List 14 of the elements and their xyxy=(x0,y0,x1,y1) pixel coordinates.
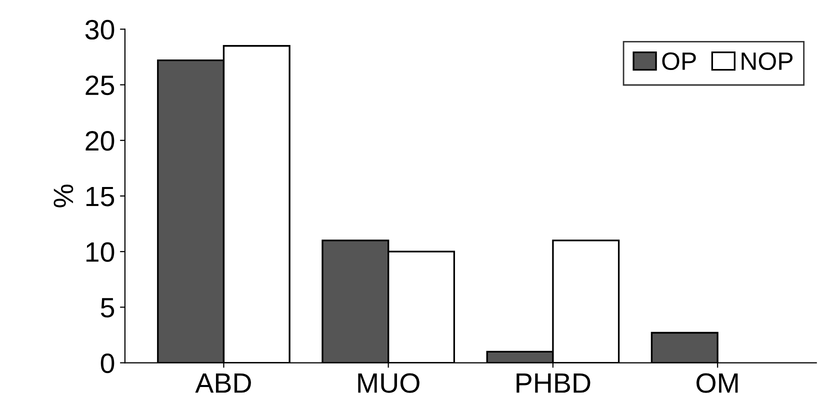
y-axis-title: % xyxy=(54,184,74,208)
legend-label: NOP xyxy=(742,52,793,70)
y-tick-label: 15 xyxy=(86,186,114,206)
x-tick-label: MUO xyxy=(358,373,420,393)
y-tick-label: 30 xyxy=(85,20,114,40)
y-tick-label: 20 xyxy=(86,131,114,151)
y-tick-label: 5 xyxy=(100,298,114,318)
y-tick-label: 0 xyxy=(100,353,114,374)
x-tick-label: OM xyxy=(696,373,738,393)
x-tick-label: ABD xyxy=(195,374,251,393)
legend-label: OP xyxy=(662,52,696,70)
x-tick-label: PHBD xyxy=(516,374,590,393)
y-tick-label: 10 xyxy=(86,242,114,262)
y-tick-label: 25 xyxy=(86,75,114,96)
